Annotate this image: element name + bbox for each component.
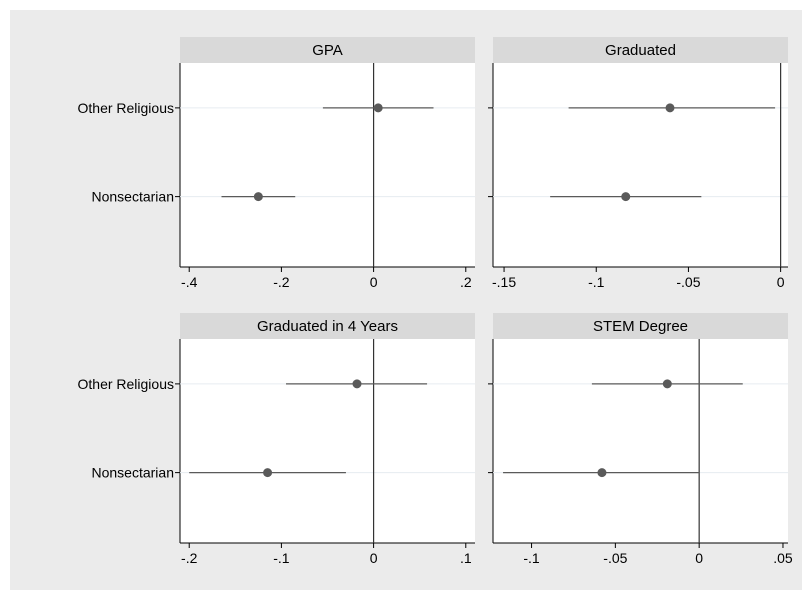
panel-title: Graduated in 4 Years: [257, 318, 398, 335]
figure-background: GPA -.4 -.2 0.2 Other Religious Nonsectarian G…: [10, 10, 802, 590]
point-estimate: [662, 379, 672, 389]
x-tick-label: -.2: [273, 274, 290, 290]
plot-area: [180, 339, 475, 543]
panel-title-strip: [493, 37, 788, 63]
panel-title: GPA: [312, 42, 343, 59]
x-tick-label: 0: [370, 550, 378, 566]
point-estimate: [621, 192, 631, 202]
y-tick-label: Other Religious: [78, 100, 175, 116]
x-tick-label: .2: [460, 274, 472, 290]
x-tick-label: .1: [460, 550, 472, 566]
point-estimate: [373, 103, 383, 113]
panel-title-strip: [493, 313, 788, 339]
plot-area: [493, 63, 788, 267]
x-tick-label: -.05: [603, 550, 627, 566]
panel-title: STEM Degree: [593, 318, 688, 335]
x-tick-label: -.1: [273, 550, 290, 566]
x-tick-label: -.4: [181, 274, 198, 290]
x-tick-label: -.1: [588, 274, 605, 290]
point-estimate: [352, 379, 362, 389]
x-tick-label: -.15: [492, 274, 516, 290]
x-tick-label: -.2: [181, 550, 198, 566]
x-tick-label: -.05: [676, 274, 700, 290]
x-tick-label: 0: [695, 550, 703, 566]
y-tick-label: Nonsectarian: [92, 465, 175, 481]
panel-4: STEM Degree -.1 -.05 0 .05: [488, 313, 793, 566]
panel-title: Graduated: [605, 42, 676, 59]
point-estimate: [253, 192, 263, 202]
y-tick-label: Nonsectarian: [92, 189, 175, 205]
y-tick-label: Other Religious: [78, 376, 175, 392]
x-tick-label: 0: [777, 274, 785, 290]
x-tick-label: 0: [370, 274, 378, 290]
plot-area: [180, 63, 475, 267]
panel-title-strip: [180, 37, 475, 63]
plot-area: [493, 339, 788, 543]
panel-3: Graduated in 4 Years -.2 -.1 0 .1 Other Relig…: [78, 313, 475, 566]
point-estimate: [665, 103, 675, 113]
x-tick-label: .05: [773, 550, 793, 566]
panel-title-strip: [180, 313, 475, 339]
point-estimate: [597, 468, 607, 478]
panel-1: GPA -.4 -.2 0 .2 Other Religious Nonsectarian: [78, 37, 475, 290]
point-estimate: [263, 468, 273, 478]
x-tick-label: -.1: [523, 550, 540, 566]
panel-2: Graduated -.15 -.1 -.05 0: [488, 37, 788, 290]
